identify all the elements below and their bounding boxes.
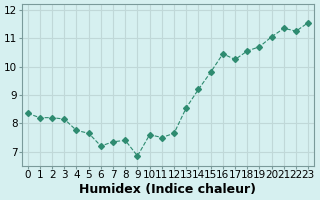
X-axis label: Humidex (Indice chaleur): Humidex (Indice chaleur): [79, 183, 256, 196]
